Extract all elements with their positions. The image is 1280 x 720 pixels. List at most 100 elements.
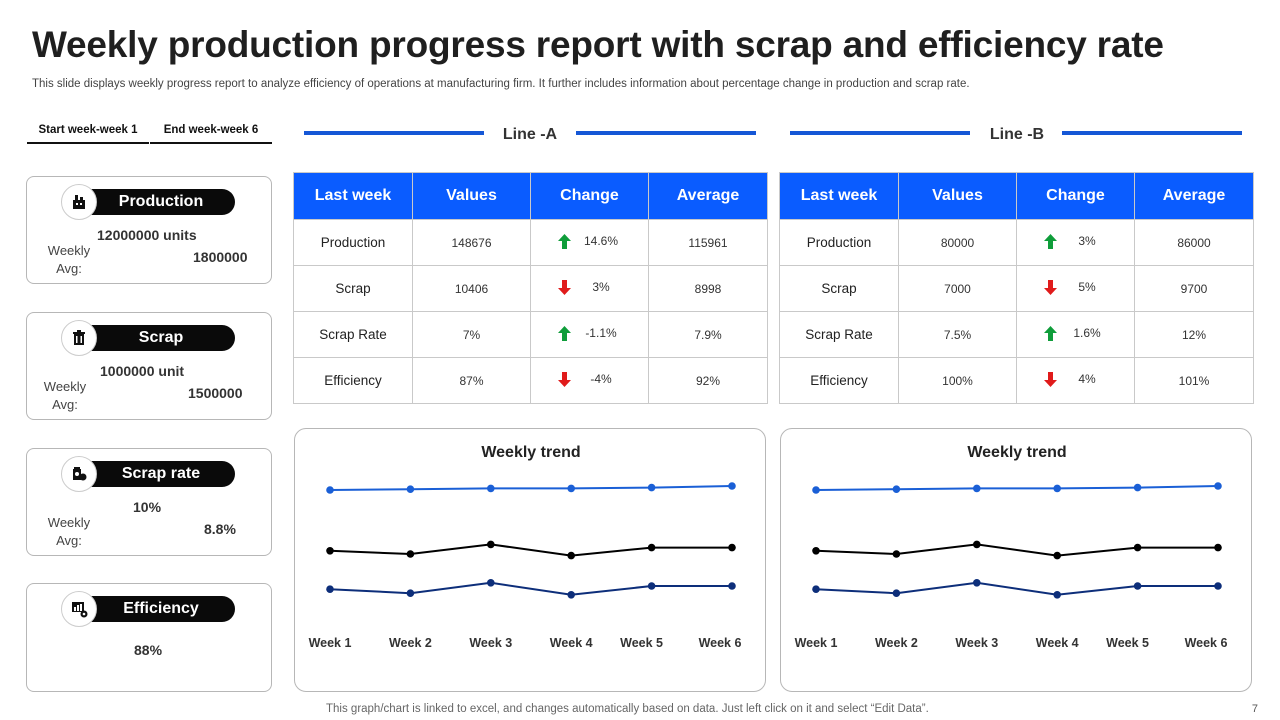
kpi-card-scrap-rate: Scrap rate 10% Weekly Avg: 8.8% bbox=[26, 448, 272, 556]
x-tick-label: Week 4 bbox=[1036, 636, 1079, 650]
change-value: 1.6% bbox=[1073, 326, 1101, 340]
row-label: Production bbox=[293, 219, 413, 266]
change-value: 3% bbox=[592, 280, 610, 294]
data-point bbox=[567, 484, 575, 493]
data-point bbox=[812, 585, 820, 593]
series-line bbox=[815, 543, 1218, 557]
change-cell: -4% bbox=[530, 357, 649, 404]
kpi-pill-efficiency: Efficiency bbox=[71, 596, 235, 622]
data-point bbox=[973, 579, 981, 587]
x-tick-label: Week 1 bbox=[795, 636, 838, 650]
col-header: Change bbox=[1016, 172, 1135, 220]
chart-line-b: Weekly trend Week 1 Week 2 Week 3 Week 4 Week… bbox=[780, 428, 1252, 692]
arrow-down-icon bbox=[558, 371, 571, 387]
col-header: Average bbox=[1134, 172, 1254, 220]
table-row: Scrap Rate 7% -1.1% 7.9% bbox=[293, 311, 768, 358]
x-tick-label: Week 3 bbox=[469, 636, 512, 650]
average-cell: 86000 bbox=[1134, 219, 1254, 266]
kpi-avg-label-production: Weekly Avg: bbox=[47, 243, 91, 276]
x-tick-label: Week 2 bbox=[389, 636, 432, 650]
kpi-avg-label-scrap: Weekly Avg: bbox=[43, 379, 87, 412]
value-cell: 10406 bbox=[412, 265, 531, 312]
change-cell: 14.6% bbox=[530, 219, 649, 266]
kpi-total-scrap: 1000000 unit bbox=[100, 363, 185, 379]
chart-line-a: Weekly trend Week 1 Week 2 Week 3 Week 4 Week… bbox=[294, 428, 766, 692]
weekly-trend-chart-b: Weekly trend Week 1 Week 2 Week 3 Week 4 Week… bbox=[795, 444, 1228, 650]
value-cell: 7.5% bbox=[898, 311, 1017, 358]
arrow-down-icon bbox=[1044, 371, 1057, 387]
data-point bbox=[973, 540, 981, 549]
row-label: Scrap bbox=[779, 265, 899, 312]
average-cell: 9700 bbox=[1134, 265, 1254, 312]
change-value: 3% bbox=[1078, 234, 1096, 248]
average-cell: 8998 bbox=[648, 265, 768, 312]
data-point bbox=[1133, 582, 1142, 590]
table-row: Production 148676 14.6% 115961 bbox=[293, 219, 768, 266]
chart-title: Weekly trend bbox=[967, 444, 1066, 461]
change-value: -1.1% bbox=[585, 326, 617, 340]
series-line bbox=[329, 581, 732, 596]
row-label: Scrap Rate bbox=[779, 311, 899, 358]
average-cell: 12% bbox=[1134, 311, 1254, 358]
value-cell: 7000 bbox=[898, 265, 1017, 312]
data-point bbox=[892, 485, 901, 493]
row-label: Efficiency bbox=[293, 357, 413, 404]
x-tick-label: Week 6 bbox=[699, 636, 742, 650]
kpi-card-scrap: Scrap 1000000 unit Weekly Avg: 1500000 bbox=[26, 312, 272, 420]
arrow-up-icon bbox=[1044, 233, 1057, 249]
line-a-header: Line -A bbox=[304, 126, 756, 144]
data-point bbox=[326, 585, 334, 593]
change-value: -4% bbox=[590, 372, 612, 386]
start-week-label: Start week-week 1 bbox=[27, 124, 149, 144]
table-row: Scrap 7000 5% 9700 bbox=[779, 265, 1254, 312]
data-point bbox=[1053, 484, 1061, 493]
series-line bbox=[815, 485, 1219, 491]
data-point bbox=[728, 482, 736, 490]
value-cell: 100% bbox=[898, 357, 1017, 404]
factory-icon bbox=[61, 184, 97, 220]
data-point bbox=[1133, 543, 1142, 552]
line-b-title: Line -B bbox=[989, 126, 1045, 143]
data-point bbox=[728, 582, 736, 590]
row-label: Production bbox=[779, 219, 899, 266]
footer-note: This graph/chart is linked to excel, and… bbox=[326, 703, 929, 715]
series-line bbox=[329, 543, 732, 557]
data-point bbox=[567, 551, 575, 560]
average-cell: 92% bbox=[648, 357, 768, 404]
line-b-table: Last week Values Change Average Producti… bbox=[779, 172, 1254, 404]
change-cell: 3% bbox=[530, 265, 649, 312]
kpi-total-production: 12000000 units bbox=[97, 227, 197, 243]
x-tick-label: Week 3 bbox=[955, 636, 998, 650]
change-cell: 5% bbox=[1016, 265, 1135, 312]
data-point bbox=[406, 550, 415, 558]
kpi-pill-production: Production bbox=[71, 189, 235, 215]
arrow-up-icon bbox=[558, 233, 571, 249]
change-value: 14.6% bbox=[583, 234, 619, 248]
data-point bbox=[1053, 551, 1061, 560]
average-cell: 115961 bbox=[648, 219, 768, 266]
weekly-trend-chart-a: Weekly trend Week 1 Week 2 Week 3 Week 4 Week… bbox=[309, 444, 742, 650]
row-label: Scrap bbox=[293, 265, 413, 312]
kpi-total-scrap-rate: 10% bbox=[133, 499, 162, 515]
kpi-avg-label-scrap-rate: Weekly Avg: bbox=[47, 515, 91, 548]
x-tick-label: Week 5 bbox=[1106, 636, 1149, 650]
change-value: 5% bbox=[1078, 280, 1096, 294]
data-point bbox=[973, 484, 981, 493]
data-point bbox=[406, 589, 415, 597]
arrow-up-icon bbox=[558, 325, 571, 341]
page-number: 7 bbox=[1251, 703, 1258, 715]
page-title: Weekly production progress report with s… bbox=[32, 24, 1164, 65]
value-cell: 148676 bbox=[412, 219, 531, 266]
average-cell: 101% bbox=[1134, 357, 1254, 404]
table-row: Scrap 10406 3% 8998 bbox=[293, 265, 768, 312]
average-cell: 7.9% bbox=[648, 311, 768, 358]
table-row: Efficiency 100% 4% 101% bbox=[779, 357, 1254, 404]
col-header: Last week bbox=[779, 172, 899, 220]
col-header: Change bbox=[530, 172, 649, 220]
data-point bbox=[1214, 482, 1222, 490]
value-cell: 7% bbox=[412, 311, 531, 358]
data-point bbox=[812, 547, 820, 555]
kpi-card-production: Production 12000000 units Weekly Avg: 18… bbox=[26, 176, 272, 284]
end-week-label: End week-week 6 bbox=[150, 124, 272, 144]
kpi-pill-scrap-rate: Scrap rate bbox=[71, 461, 235, 487]
